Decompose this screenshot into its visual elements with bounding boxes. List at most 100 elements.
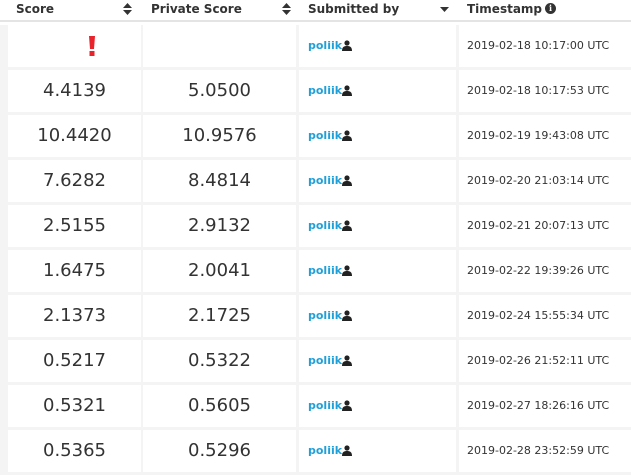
timestamp-cell: 2019-02-26 21:52:11 UTC [459, 340, 631, 382]
timestamp-header-label: Timestamp [467, 2, 543, 16]
table-row: 2.1373 2.1725 poliik 2019-02-24 15:55:34 UT… [0, 295, 631, 340]
table-row: 4.4139 5.0500 poliik 2019-02-18 10:17:53 UT… [0, 70, 631, 115]
timestamp-cell: 2019-02-24 15:55:34 UTC [459, 295, 631, 337]
table-row: 0.5217 0.5322 poliik 2019-02-26 21:52:11 UT… [0, 340, 631, 385]
user-icon [342, 445, 352, 456]
score-cell: 0.5217 [8, 340, 141, 382]
private-score-value: 5.0500 [188, 80, 251, 101]
timestamp-value: 2019-02-21 20:07:13 UTC [467, 219, 610, 232]
private-score-header-label: Private Score [151, 2, 242, 16]
private-score-cell: 10.9576 [143, 115, 296, 157]
private-score-value: 8.4814 [188, 170, 251, 191]
user-icon [342, 175, 352, 186]
private-score-cell: 0.5296 [143, 430, 296, 472]
timestamp-value: 2019-02-24 15:55:34 UTC [467, 309, 610, 322]
score-value: 2.5155 [43, 215, 106, 236]
submitted-by-cell: poliik [299, 160, 456, 202]
score-value: 0.5217 [43, 350, 106, 371]
user-icon [342, 400, 352, 411]
submitted-by-header[interactable]: Submitted by [308, 0, 399, 20]
user-icon [342, 85, 352, 96]
private-score-value: 2.0041 [188, 260, 251, 281]
private-score-header[interactable]: Private Score [151, 0, 242, 20]
user-icon [342, 310, 352, 321]
timestamp-value: 2019-02-19 19:43:08 UTC [467, 129, 610, 142]
private-score-cell: 0.5605 [143, 385, 296, 427]
timestamp-value: 2019-02-20 21:03:14 UTC [467, 174, 610, 187]
timestamp-header[interactable]: Timestamp [467, 0, 542, 20]
private-score-cell: 8.4814 [143, 160, 296, 202]
score-value: 1.6475 [43, 260, 106, 281]
score-value: 10.4420 [37, 125, 112, 146]
timestamp-value: 2019-02-22 19:39:26 UTC [467, 264, 610, 277]
private-score-value: 0.5605 [188, 395, 251, 416]
chevron-down-icon[interactable] [440, 7, 449, 12]
private-score-cell: 2.0041 [143, 250, 296, 292]
user-link[interactable]: poliik [308, 354, 343, 367]
user-link[interactable]: poliik [308, 399, 343, 412]
score-cell: 7.6282 [8, 160, 141, 202]
private-score-value: 0.5296 [188, 440, 251, 461]
submitted-by-cell: poliik [299, 340, 456, 382]
table-row: 0.5365 0.5296 poliik 2019-02-28 23:52:59 UT… [0, 430, 631, 475]
info-icon[interactable]: i [545, 3, 556, 14]
user-link[interactable]: poliik [308, 174, 343, 187]
score-header-label: Score [16, 2, 55, 16]
table-row: 0.5321 0.5605 poliik 2019-02-27 18:26:16 UT… [0, 385, 631, 430]
private-score-value: 10.9576 [182, 125, 257, 146]
exclamation-icon[interactable] [88, 36, 96, 56]
private-score-cell: 5.0500 [143, 70, 296, 112]
user-link[interactable]: poliik [308, 444, 343, 457]
score-cell: 10.4420 [8, 115, 141, 157]
table-row: 7.6282 8.4814 poliik 2019-02-20 21:03:14 UT… [0, 160, 631, 205]
table-row: 1.6475 2.0041 poliik 2019-02-22 19:39:26 UT… [0, 250, 631, 295]
score-value: 7.6282 [43, 170, 106, 191]
user-icon [342, 40, 352, 51]
score-cell: 4.4139 [8, 70, 141, 112]
submitted-by-cell: poliik [299, 250, 456, 292]
user-link[interactable]: poliik [308, 219, 343, 232]
submitted-by-cell: poliik [299, 205, 456, 247]
score-cell [8, 25, 141, 67]
timestamp-value: 2019-02-18 10:17:53 UTC [467, 84, 610, 97]
submitted-by-cell: poliik [299, 70, 456, 112]
submitted-by-header-label: Submitted by [308, 2, 400, 16]
user-link[interactable]: poliik [308, 39, 343, 52]
score-value: 2.1373 [43, 305, 106, 326]
sort-icon[interactable] [282, 3, 291, 15]
timestamp-cell: 2019-02-22 19:39:26 UTC [459, 250, 631, 292]
private-score-value: 2.1725 [188, 305, 251, 326]
timestamp-value: 2019-02-28 23:52:59 UTC [467, 444, 610, 457]
score-value: 0.5365 [43, 440, 106, 461]
score-cell: 1.6475 [8, 250, 141, 292]
timestamp-value: 2019-02-18 10:17:00 UTC [467, 39, 610, 52]
sort-icon[interactable] [123, 3, 132, 15]
user-icon [342, 265, 352, 276]
private-score-value: 0.5322 [188, 350, 251, 371]
user-link[interactable]: poliik [308, 84, 343, 97]
table-row: 2.5155 2.9132 poliik 2019-02-21 20:07:13 UT… [0, 205, 631, 250]
score-header[interactable]: Score [16, 0, 54, 20]
private-score-value: 2.9132 [188, 215, 251, 236]
score-cell: 2.5155 [8, 205, 141, 247]
submitted-by-cell: poliik [299, 295, 456, 337]
timestamp-value: 2019-02-26 21:52:11 UTC [467, 354, 610, 367]
submitted-by-cell: poliik [299, 115, 456, 157]
user-icon [342, 355, 352, 366]
private-score-cell: 2.1725 [143, 295, 296, 337]
table-row: poliik 2019-02-18 10:17:00 UTC [0, 25, 631, 70]
table-header: Score Private Score Submitted by Timesta… [0, 0, 631, 22]
timestamp-cell: 2019-02-18 10:17:00 UTC [459, 25, 631, 67]
timestamp-cell: 2019-02-27 18:26:16 UTC [459, 385, 631, 427]
user-link[interactable]: poliik [308, 129, 343, 142]
table-row: 10.4420 10.9576 poliik 2019-02-19 19:43:08 … [0, 115, 631, 160]
user-link[interactable]: poliik [308, 264, 343, 277]
user-link[interactable]: poliik [308, 309, 343, 322]
submitted-by-cell: poliik [299, 25, 456, 67]
private-score-cell: 2.9132 [143, 205, 296, 247]
timestamp-cell: 2019-02-20 21:03:14 UTC [459, 160, 631, 202]
submitted-by-cell: poliik [299, 430, 456, 472]
private-score-cell [143, 25, 296, 67]
timestamp-cell: 2019-02-28 23:52:59 UTC [459, 430, 631, 472]
